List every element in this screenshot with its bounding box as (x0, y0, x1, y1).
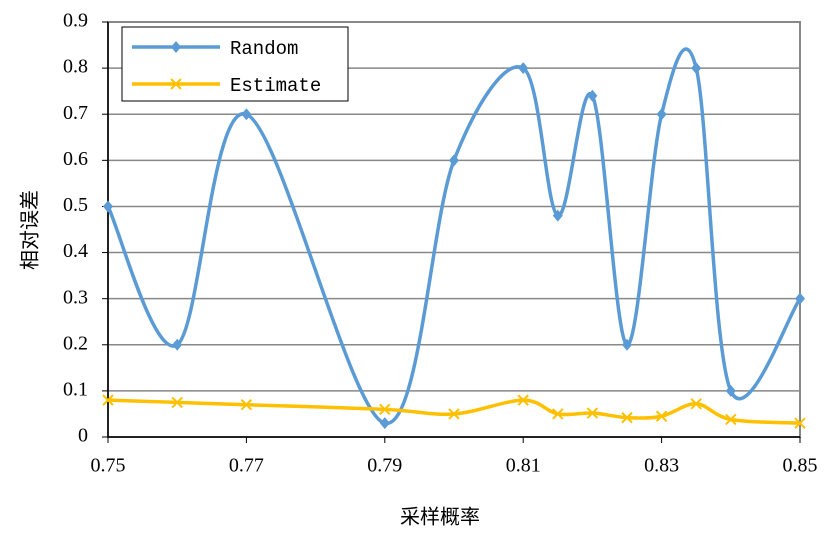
y-tick-label: 0.8 (63, 56, 88, 78)
marker (552, 408, 564, 420)
marker (587, 89, 598, 102)
marker (655, 410, 668, 422)
y-tick-label: 0.3 (63, 286, 88, 308)
y-tick-label: 0.6 (63, 148, 88, 170)
marker (621, 411, 633, 424)
x-tick-label: 0.79 (367, 455, 402, 477)
marker (171, 41, 181, 53)
marker (102, 394, 114, 406)
y-tick-label: 0.5 (63, 194, 88, 216)
marker (691, 62, 702, 75)
marker (586, 407, 599, 419)
legend-box (121, 26, 349, 102)
y-tick-label: 0.7 (63, 102, 88, 124)
marker (379, 417, 390, 430)
x-tick-label: 0.75 (91, 455, 126, 477)
marker (241, 108, 252, 121)
marker (690, 398, 702, 410)
marker (240, 399, 253, 411)
legend: Random Estimate (121, 26, 349, 102)
marker (794, 417, 806, 429)
marker (171, 396, 183, 409)
marker (725, 413, 737, 426)
y-tick-label: 0 (78, 425, 88, 447)
y-tick-label: 0.9 (63, 10, 88, 32)
y-tick-label: 0.4 (63, 240, 88, 262)
x-tick-label: 0.83 (644, 455, 679, 477)
y-tick-label: 0.2 (63, 332, 88, 354)
marker (449, 154, 459, 167)
marker (170, 78, 182, 90)
y-axis-label: 相对误差 (19, 190, 42, 270)
marker (622, 338, 632, 351)
x-tick-label: 0.77 (229, 455, 264, 477)
legend-label: Estimate (230, 75, 321, 97)
marker (448, 408, 460, 420)
x-axis-label: 采样概率 (400, 506, 480, 529)
marker (517, 394, 529, 406)
marker (656, 108, 667, 121)
marker (552, 209, 563, 222)
legend-label: Random (230, 38, 298, 60)
marker (172, 338, 183, 351)
x-tick-label: 0.81 (506, 455, 541, 477)
marker (795, 292, 805, 305)
marker (725, 384, 736, 397)
x-tick-label: 0.85 (783, 455, 818, 477)
marker (379, 403, 391, 416)
marker (518, 62, 529, 75)
marker (103, 200, 113, 213)
y-tick-label: 0.1 (63, 378, 88, 400)
